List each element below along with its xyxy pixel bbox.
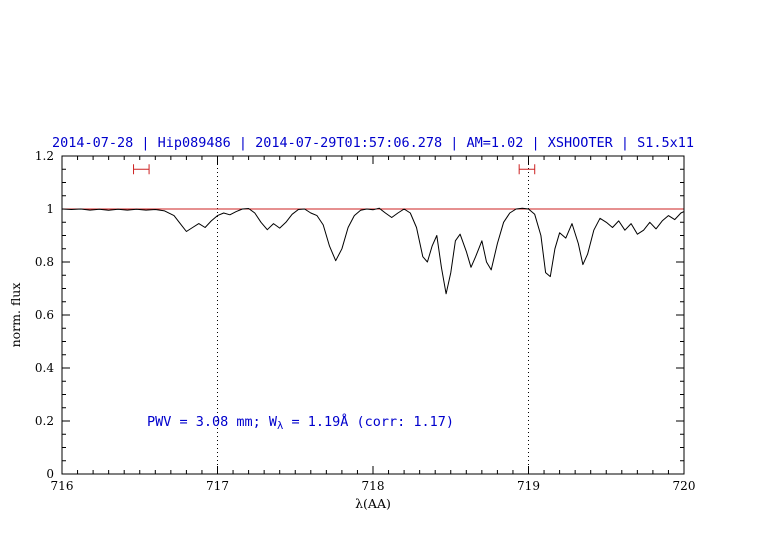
pwv-annotation: PWV = 3.08 mm; Wλ = 1.19Å (corr: 1.17) <box>147 413 454 432</box>
pwv-annotation-subscript: λ <box>277 420 283 432</box>
y-tick-label: 0.2 <box>35 414 54 428</box>
y-tick-label: 0.8 <box>35 255 54 269</box>
y-tick-label: 1 <box>46 202 54 216</box>
x-tick-label: 720 <box>673 479 696 493</box>
y-axis-label: norm. flux <box>8 283 23 348</box>
x-tick-label: 719 <box>517 479 540 493</box>
x-tick-label: 716 <box>51 479 74 493</box>
chart-title: 2014-07-28 | Hip089486 | 2014-07-29T01:5… <box>52 135 694 151</box>
chart-generated-layer: 716 717 718 719 720 0 0.2 0.4 0.6 0.8 1 1.2 <box>35 149 696 493</box>
pwv-annotation-prefix: PWV = 3.08 mm; W <box>147 414 278 430</box>
x-tick-label: 718 <box>362 479 385 493</box>
pwv-annotation-suffix: = 1.19Å (corr: 1.17) <box>283 413 454 430</box>
plot-border <box>61 155 685 475</box>
y-tick-label: 0.6 <box>35 308 54 322</box>
x-tick-label: 717 <box>206 479 229 493</box>
x-axis-label: λ(AA) <box>355 496 391 511</box>
y-tick-label: 0 <box>46 467 54 481</box>
spectrum-line <box>61 207 685 295</box>
y-tick-label: 0.4 <box>35 361 54 375</box>
y-tick-label: 1.2 <box>35 149 54 163</box>
